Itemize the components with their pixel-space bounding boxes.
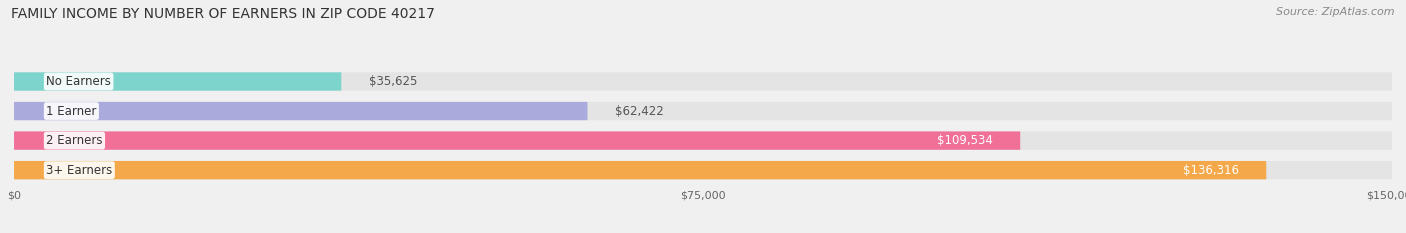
Text: $109,534: $109,534 bbox=[936, 134, 993, 147]
FancyBboxPatch shape bbox=[14, 161, 1392, 179]
Text: Source: ZipAtlas.com: Source: ZipAtlas.com bbox=[1277, 7, 1395, 17]
FancyBboxPatch shape bbox=[14, 102, 1392, 120]
Text: 1 Earner: 1 Earner bbox=[46, 105, 97, 117]
Text: No Earners: No Earners bbox=[46, 75, 111, 88]
Text: FAMILY INCOME BY NUMBER OF EARNERS IN ZIP CODE 40217: FAMILY INCOME BY NUMBER OF EARNERS IN ZI… bbox=[11, 7, 434, 21]
FancyBboxPatch shape bbox=[14, 131, 1392, 150]
FancyBboxPatch shape bbox=[14, 102, 588, 120]
FancyBboxPatch shape bbox=[14, 72, 342, 91]
Text: $136,316: $136,316 bbox=[1182, 164, 1239, 177]
FancyBboxPatch shape bbox=[14, 161, 1267, 179]
FancyBboxPatch shape bbox=[14, 131, 1021, 150]
Text: $62,422: $62,422 bbox=[614, 105, 664, 117]
Text: $35,625: $35,625 bbox=[368, 75, 418, 88]
FancyBboxPatch shape bbox=[14, 72, 1392, 91]
Text: 3+ Earners: 3+ Earners bbox=[46, 164, 112, 177]
Text: 2 Earners: 2 Earners bbox=[46, 134, 103, 147]
